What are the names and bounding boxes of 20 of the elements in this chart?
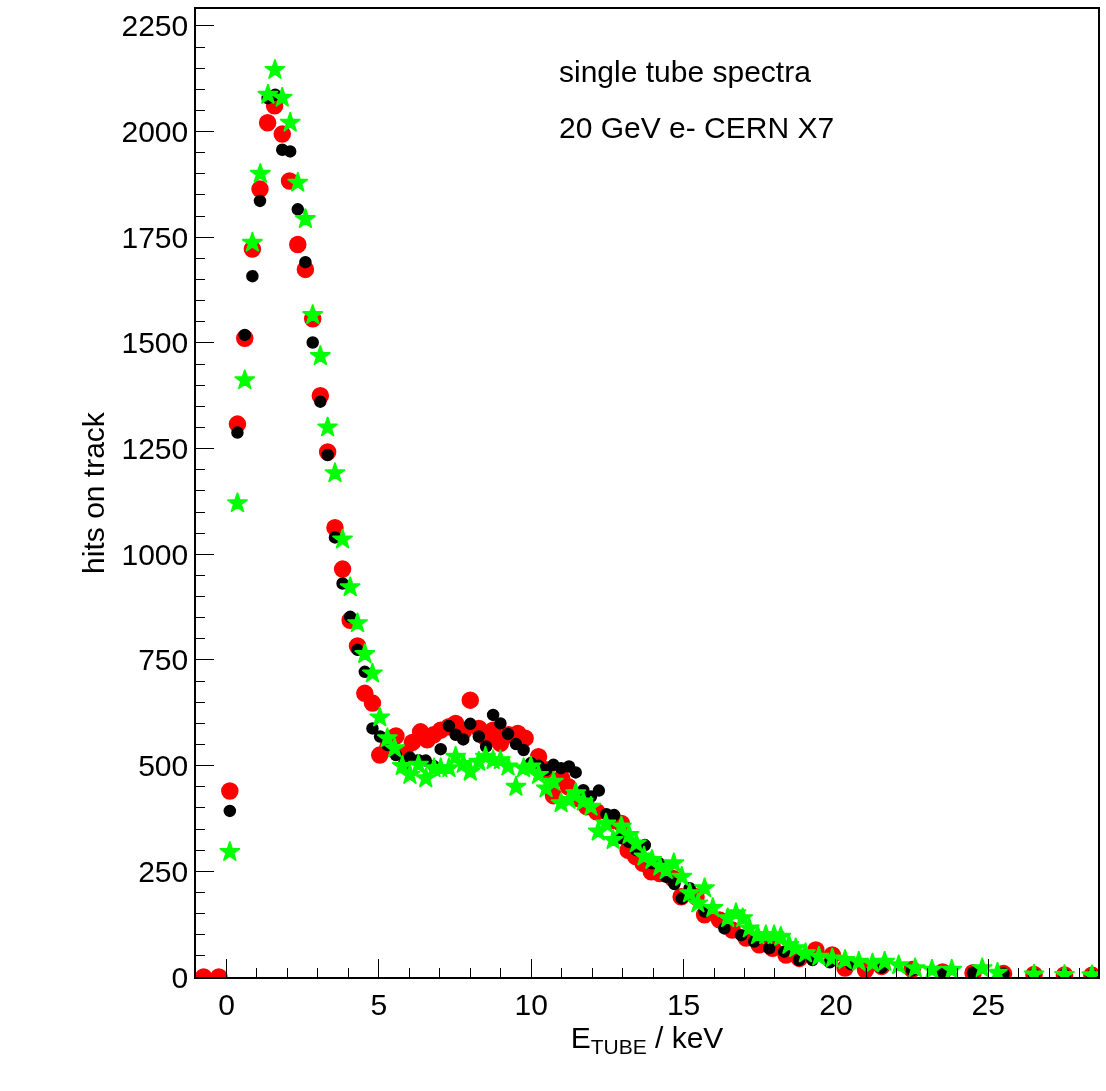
x-tick-label: 20	[819, 987, 853, 1021]
y-tick-label: 750	[138, 643, 189, 677]
x-tick-label: 15	[666, 987, 701, 1021]
annotation: single tube spectra	[559, 55, 812, 88]
x-tick-label: 0	[218, 987, 235, 1021]
y-tick-label: 2000	[121, 115, 189, 149]
y-tick-label: 1500	[121, 326, 189, 360]
y-tick-label: 500	[138, 749, 189, 783]
x-axis-title: E$_{TUBE}$ / keV	[570, 1020, 724, 1059]
annotation: 20 GeV e- CERN X7	[559, 111, 835, 144]
x-tick-label: 25	[971, 987, 1005, 1021]
y-tick-label: 1000	[121, 537, 189, 571]
x-tick-label: 5	[370, 987, 388, 1021]
y-tick-label: 0	[171, 960, 189, 994]
x-tick-label: 10	[514, 987, 548, 1021]
y-axis-title: hits on track	[77, 411, 110, 574]
y-tick-label: 2250	[121, 9, 189, 43]
y-tick-label: 1750	[121, 220, 189, 254]
y-tick-label: 1250	[121, 432, 189, 466]
y-tick-label: 250	[138, 854, 189, 888]
